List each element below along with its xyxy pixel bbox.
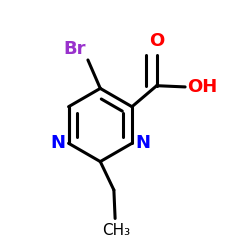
Text: OH: OH xyxy=(187,78,217,96)
Text: N: N xyxy=(50,134,65,152)
Text: Br: Br xyxy=(63,40,86,58)
Text: O: O xyxy=(149,32,164,50)
Text: CH₃: CH₃ xyxy=(102,223,130,238)
Text: N: N xyxy=(136,134,151,152)
